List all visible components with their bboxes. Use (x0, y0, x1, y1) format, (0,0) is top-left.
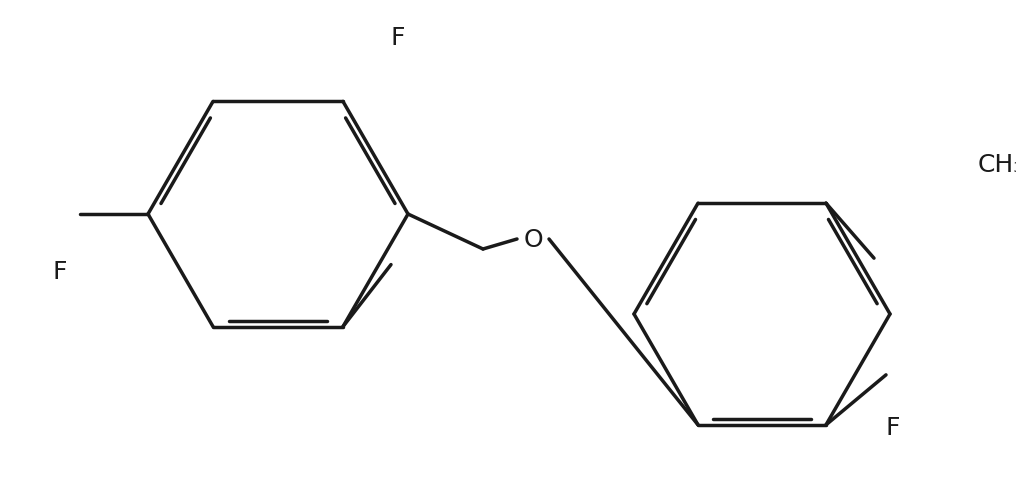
Text: F: F (53, 260, 67, 284)
Text: F: F (391, 26, 405, 50)
Text: F: F (886, 415, 900, 439)
Text: CH₃: CH₃ (978, 153, 1016, 177)
Text: O: O (523, 227, 543, 251)
